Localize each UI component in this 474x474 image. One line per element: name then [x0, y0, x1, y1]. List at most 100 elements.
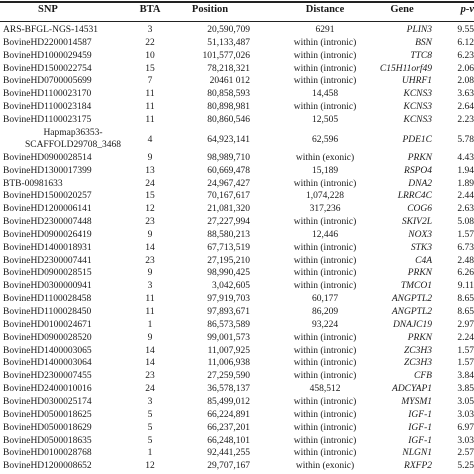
cell-position: 27,195,210: [207, 255, 250, 266]
cell-position: 86,573,589: [207, 319, 250, 330]
cell-bta: 5: [147, 422, 153, 433]
cell-bta: 9: [147, 152, 153, 163]
header-bta: BTA: [139, 4, 161, 15]
cell-gene: IGF-1: [408, 435, 432, 446]
cell-snp: BovineHD0300000941: [3, 281, 92, 292]
cell-p-value: 3.03: [457, 435, 474, 446]
cell-snp: BovineHD2300007455: [3, 371, 92, 382]
cell-snp: BovineHD1400003064: [3, 358, 92, 369]
cell-gene: ZC3H3: [404, 345, 432, 356]
table-row: BovineHD2300007455 23 27,259,590 within (in…: [0, 370, 474, 383]
cell-snp: ARS-BFGL-NGS-14531: [3, 25, 99, 35]
cell-distance: within (intronic): [293, 358, 357, 369]
cell-position: 36,578,137: [207, 384, 250, 395]
table-row: BovineHD0100028768 1 92,441,255 within (int…: [0, 447, 474, 460]
cell-position: 60,669,478: [207, 165, 250, 176]
table-row: BovineHD1100028450 11 97,893,671 86,209 ANGP…: [0, 306, 474, 319]
table-row: BovineHD1400018931 14 67,713,519 within (in…: [0, 242, 474, 255]
cell-snp: BovineHD0500018635: [3, 435, 92, 446]
cell-p-value: 1.57: [457, 229, 474, 240]
cell-position: 11,007,925: [207, 345, 250, 356]
cell-distance: within (intronic): [293, 37, 357, 48]
cell-bta: 15: [145, 63, 155, 74]
cell-position: 66,237,201: [207, 422, 250, 433]
header-snp: SNP: [38, 4, 58, 15]
cell-bta: 11: [145, 294, 155, 305]
table-row: BovineHD2200014587 22 51,133,487 within (in…: [0, 37, 474, 50]
cell-p-value: 6.12: [457, 37, 474, 48]
cell-position: 80,898,981: [207, 102, 250, 113]
cell-snp: BovineHD0100028768: [3, 448, 92, 459]
cell-bta: 10: [145, 50, 155, 61]
cell-snp: BovineHD0500018629: [3, 422, 92, 433]
cell-distance: within (intronic): [293, 396, 357, 407]
cell-snp: BovineHD1000029459: [3, 50, 92, 61]
table-row: BovineHD0300025174 3 85,499,012 within (int…: [0, 396, 474, 409]
cell-gene: PDE1C: [402, 134, 432, 145]
cell-position: 20,590,709: [207, 25, 250, 35]
cell-snp: BovineHD1400018931: [3, 242, 92, 253]
cell-bta: 5: [147, 435, 153, 446]
cell-position: 98,989,710: [207, 152, 250, 163]
cell-p-value: 1.57: [457, 358, 474, 369]
cell-snp: Hapmap36353- SCAFFOLD29708_3468: [24, 127, 122, 150]
cell-bta: 5: [147, 409, 153, 420]
cell-snp: BovineHD2200014587: [3, 37, 92, 48]
cell-position: 29,707,167: [207, 461, 250, 472]
cell-position: 97,893,671: [207, 307, 250, 317]
table-row: BovineHD0500018629 5 66,237,201 within (int…: [0, 422, 474, 435]
cell-p-value: 1.94: [457, 165, 474, 176]
cell-gene: LRRC4C: [397, 191, 432, 202]
cell-bta: 24: [145, 384, 155, 395]
cell-p-value: 3.03: [457, 409, 474, 420]
cell-distance: 15,189: [311, 165, 339, 176]
cell-distance: within (intronic): [293, 255, 357, 266]
cell-p-value: 1.57: [457, 345, 474, 356]
cell-gene: CFB: [414, 371, 432, 382]
cell-distance: within (intronic): [293, 409, 357, 420]
cell-p-value: 9.11: [457, 281, 474, 292]
table-row: BovineHD1200006141 12 21,081,320 317,236 COG…: [0, 203, 474, 216]
cell-gene: TMCO1: [400, 281, 432, 292]
table-row: BovineHD0500018635 5 66,248,101 within (int…: [0, 435, 474, 448]
cell-distance: 60,177: [311, 294, 339, 305]
cell-gene: NLGN1: [402, 448, 432, 459]
cell-p-value: 2.97: [457, 319, 474, 330]
cell-bta: 14: [145, 345, 155, 356]
cell-position: 66,248,101: [207, 435, 250, 446]
header-position: Position: [191, 4, 229, 15]
table-row: BovineHD2400010016 24 36,578,137 458,512 ADC…: [0, 383, 474, 396]
cell-distance: within (intronic): [293, 332, 357, 343]
table-row: BovineHD0500018625 5 66,224,891 within (int…: [0, 409, 474, 422]
table-row: BovineHD0900026419 9 88,580,213 12,446 NOX3 1…: [0, 229, 474, 242]
cell-p-value: 2.64: [457, 102, 474, 113]
cell-p-value: 2.48: [457, 255, 474, 266]
top-rule: [0, 1, 474, 3]
cell-gene: COG6: [407, 204, 432, 215]
cell-snp: BovineHD0700005699: [3, 76, 92, 87]
cell-bta: 3: [147, 25, 153, 35]
cell-bta: 15: [145, 191, 155, 202]
cell-bta: 11: [145, 307, 155, 317]
cell-p-value: 3.05: [457, 396, 474, 407]
cell-position: 51,133,487: [207, 37, 250, 48]
cell-position: 3,042,605: [212, 281, 250, 292]
cell-gene: DNA2: [408, 178, 432, 189]
cell-distance: 1,074,228: [306, 191, 344, 202]
cell-distance: within (intronic): [293, 371, 357, 382]
cell-bta: 24: [145, 178, 155, 189]
cell-position: 85,499,012: [207, 396, 250, 407]
cell-bta: 23: [145, 217, 155, 228]
cell-p-value: 6.26: [457, 268, 474, 279]
cell-bta: 23: [145, 255, 155, 266]
cell-position: 64,923,141: [207, 134, 250, 145]
cell-gene: DNAJC19: [392, 319, 432, 330]
cell-position: 101,577,026: [202, 50, 251, 61]
cell-bta: 12: [145, 204, 155, 215]
cell-p-value: 5.25: [457, 461, 474, 472]
cell-snp: BovineHD0300025174: [3, 396, 92, 407]
cell-gene: RSPO4: [404, 165, 432, 176]
cell-p-value: 6.23: [457, 50, 474, 61]
table-row: BovineHD0900028515 9 98,990,425 within (int…: [0, 267, 474, 280]
table-row: BovineHD1500020257 15 70,167,617 1,074,228 L…: [0, 190, 474, 203]
